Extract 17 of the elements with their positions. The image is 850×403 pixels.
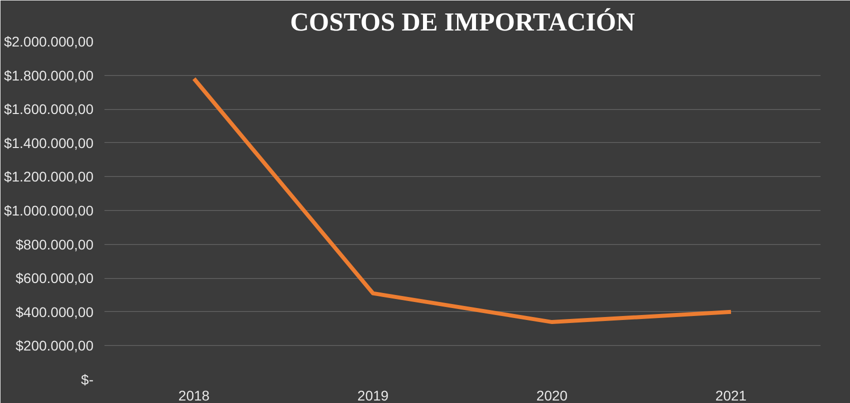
y-tick-label: $1.800.000,00 xyxy=(4,67,94,84)
y-tick-label: $1.200.000,00 xyxy=(4,168,94,185)
x-tick-label: 2020 xyxy=(536,388,568,403)
y-tick-label: $1.000.000,00 xyxy=(4,202,94,218)
y-tick-label: $600.000,00 xyxy=(16,270,94,286)
y-tick-label: $800.000,00 xyxy=(16,236,94,252)
y-tick-label: $2.000.000,00 xyxy=(4,34,94,50)
y-tick-label: $400.000,00 xyxy=(16,304,94,320)
y-tick-label: $1.400.000,00 xyxy=(4,134,94,151)
x-tick-label: 2021 xyxy=(715,388,747,403)
y-tick-label: $- xyxy=(81,372,94,388)
line-series xyxy=(192,76,733,324)
y-tick-label: $200.000,00 xyxy=(16,338,94,354)
x-tick-label: 2019 xyxy=(357,388,389,403)
x-tick-label: 2018 xyxy=(178,388,210,403)
y-tick-label: $1.600.000,00 xyxy=(4,101,94,118)
chart-title: COSTOS DE IMPORTACIÓN xyxy=(290,8,636,36)
